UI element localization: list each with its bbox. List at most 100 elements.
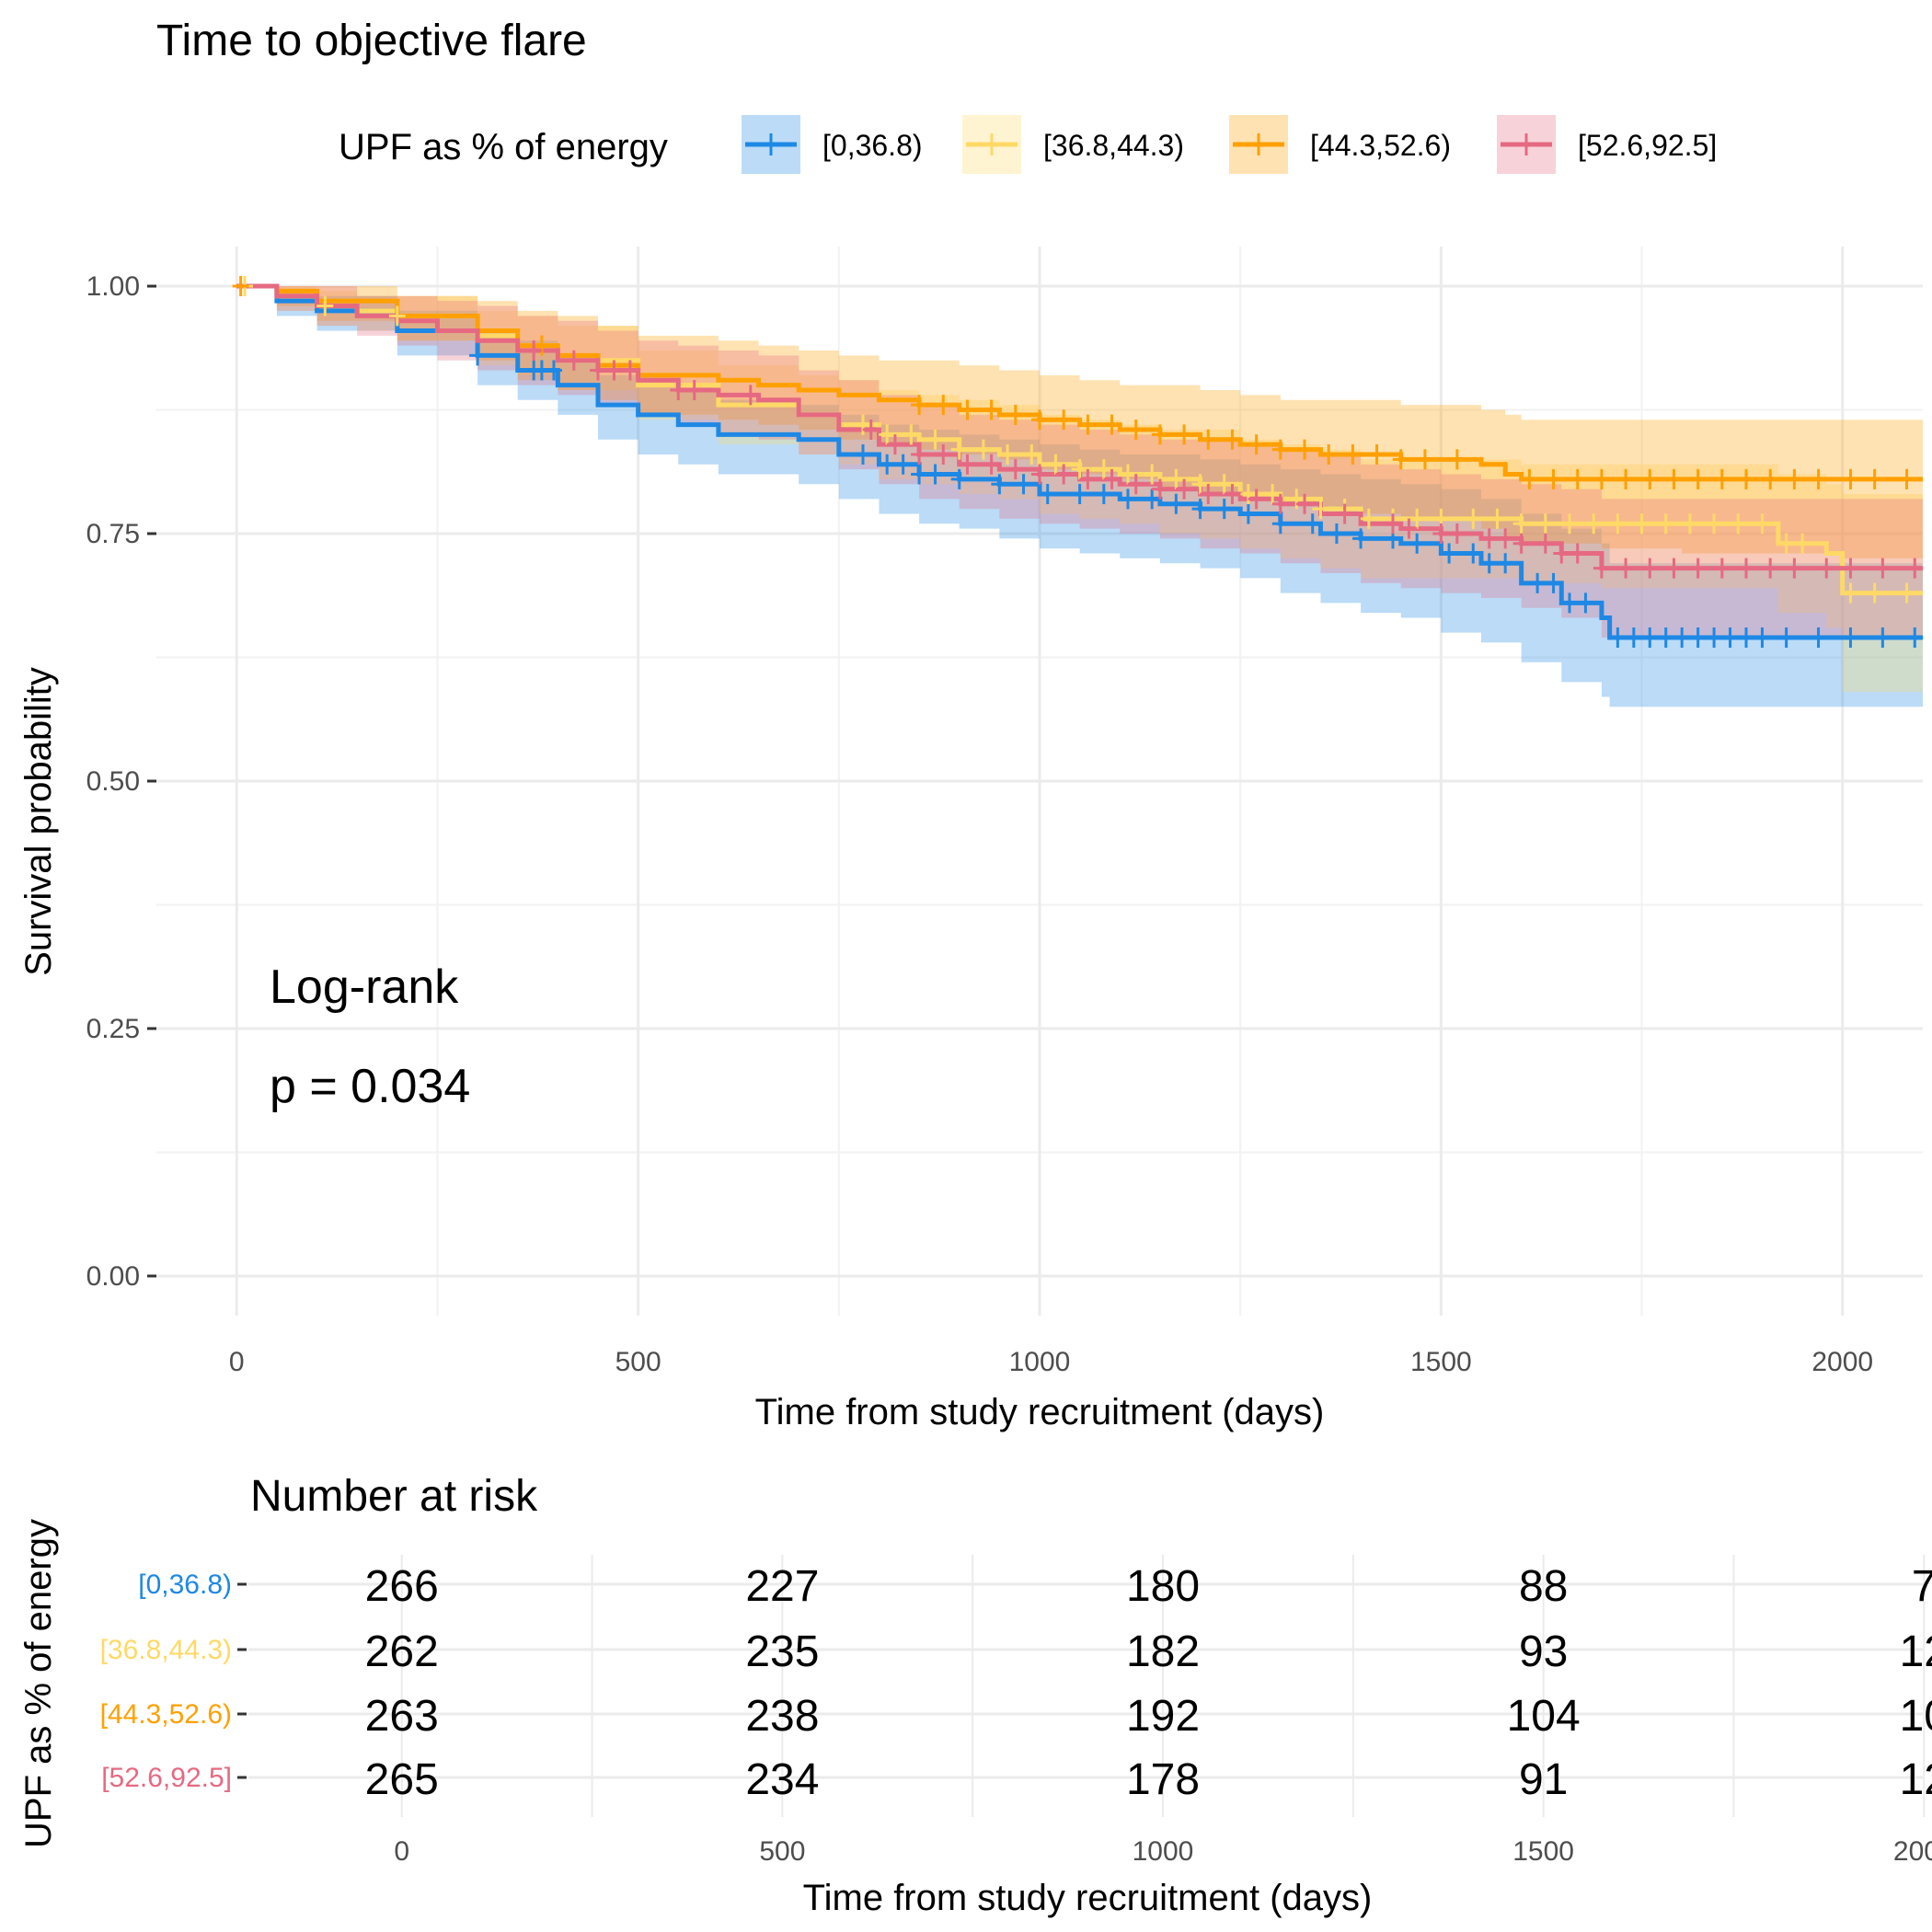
censor-mark-52-6-92-5	[1127, 474, 1144, 495]
censor-mark-0-36-8	[1497, 553, 1514, 574]
x-tick-label: 500	[615, 1347, 661, 1377]
censor-mark-36-8-44-3	[1409, 508, 1426, 529]
censor-mark-0-36-8	[1441, 543, 1458, 564]
censor-mark-52-6-92-5	[685, 380, 703, 401]
censor-mark-0-36-8	[1673, 627, 1691, 648]
censor-mark-44-3-52-6	[1738, 468, 1754, 489]
censor-mark-36-8-44-3	[926, 429, 944, 450]
censor-mark-44-3-52-6	[1344, 443, 1362, 465]
censor-mark-52-6-92-5	[1176, 478, 1193, 500]
risk-value-52-6-92-5-t1500: 91	[1519, 1755, 1568, 1804]
censor-mark-44-3-52-6	[1224, 429, 1241, 450]
risk-value-44-3-52-6-t500: 238	[745, 1692, 819, 1741]
censor-mark-52-6-92-5	[911, 443, 928, 465]
risk-x-tick-label: 1000	[1133, 1836, 1194, 1867]
censor-mark-52-6-92-5	[1641, 558, 1659, 579]
censor-mark-52-6-92-5	[1151, 478, 1168, 500]
censor-mark-44-3-52-6	[1569, 468, 1586, 489]
censor-mark-52-6-92-5	[935, 443, 952, 465]
censor-mark-52-6-92-5	[1079, 468, 1097, 489]
censor-mark-0-36-8	[1738, 627, 1754, 648]
censor-mark-44-3-52-6	[1296, 439, 1313, 460]
censor-mark-44-3-52-6	[1392, 449, 1409, 470]
risk-value-36-8-44-3-t2000: 12	[1900, 1627, 1932, 1676]
censor-mark-44-3-52-6	[1786, 468, 1803, 489]
risk-value-52-6-92-5-t1000: 178	[1126, 1755, 1200, 1804]
censor-mark-36-8-44-3	[1609, 513, 1627, 535]
risk-value-44-3-52-6-t1500: 104	[1507, 1692, 1581, 1741]
censor-mark-36-8-44-3	[903, 424, 920, 445]
censor-mark-44-3-52-6	[1665, 468, 1683, 489]
censor-mark-44-3-52-6	[1079, 414, 1097, 435]
censor-mark-0-36-8	[1215, 499, 1233, 520]
censor-mark-52-6-92-5	[1553, 543, 1570, 564]
censor-mark-52-6-92-5	[742, 385, 759, 406]
risk-x-axis-title: Time from study recruitment (days)	[803, 1878, 1373, 1918]
censor-mark-44-3-52-6	[935, 395, 952, 416]
censor-mark-44-3-52-6	[232, 276, 249, 297]
censor-mark-0-36-8	[879, 454, 896, 475]
risk-value-0-36-8-t500: 227	[745, 1562, 819, 1611]
censor-mark-36-8-44-3	[1754, 513, 1771, 535]
censor-mark-36-8-44-3	[1842, 582, 1859, 604]
censor-mark-36-8-44-3	[1264, 483, 1282, 504]
censor-mark-36-8-44-3	[1120, 464, 1136, 485]
censor-mark-52-6-92-5	[1248, 489, 1265, 510]
censor-mark-52-6-92-5	[1874, 558, 1892, 579]
x-tick-label: 2000	[1811, 1347, 1873, 1377]
censor-mark-44-3-52-6	[1368, 443, 1386, 465]
censor-mark-0-36-8	[1144, 489, 1161, 510]
censor-mark-36-8-44-3	[1512, 513, 1530, 535]
censor-mark-44-3-52-6	[959, 399, 976, 420]
censor-mark-36-8-44-3	[388, 305, 406, 327]
censor-mark-36-8-44-3	[1561, 513, 1578, 535]
censor-mark-0-36-8	[1271, 513, 1289, 535]
censor-mark-0-36-8	[1095, 483, 1112, 504]
censor-mark-44-3-52-6	[1127, 420, 1144, 441]
censor-mark-36-8-44-3	[1239, 483, 1257, 504]
pvalue-label: p = 0.034	[270, 1060, 470, 1113]
censor-mark-0-36-8	[1777, 627, 1795, 648]
censor-mark-52-6-92-5	[1713, 558, 1731, 579]
censor-mark-36-8-44-3	[879, 424, 896, 445]
censor-mark-52-6-92-5	[1842, 558, 1859, 579]
censor-mark-44-3-52-6	[1448, 449, 1466, 470]
censor-mark-44-3-52-6	[1103, 414, 1121, 435]
censor-mark-52-6-92-5	[1480, 528, 1498, 549]
censor-mark-36-8-44-3	[1288, 489, 1305, 510]
censor-mark-52-6-92-5	[1400, 518, 1418, 539]
censor-mark-0-36-8	[469, 345, 487, 366]
censor-mark-52-6-92-5	[1512, 533, 1530, 554]
censor-mark-36-8-44-3	[1312, 499, 1329, 520]
censor-mark-52-6-92-5	[605, 360, 623, 381]
censor-mark-0-36-8	[1810, 627, 1827, 648]
censor-mark-0-36-8	[1239, 503, 1257, 524]
risk-value-52-6-92-5-t0: 265	[365, 1755, 439, 1804]
risk-y-axis-title: UPF as % of energy	[18, 1519, 59, 1848]
censor-mark-36-8-44-3	[1095, 459, 1112, 480]
censor-mark-0-36-8	[1625, 627, 1642, 648]
censor-mark-44-3-52-6	[1055, 409, 1073, 431]
censor-mark-44-3-52-6	[1842, 468, 1859, 489]
risk-stratum-label-36-8-44-3: [36.8,44.3)	[100, 1635, 232, 1665]
censor-mark-52-6-92-5	[1296, 493, 1313, 514]
censor-mark-52-6-92-5	[1593, 558, 1610, 579]
censor-mark-36-8-44-3	[1191, 474, 1209, 495]
censor-mark-52-6-92-5	[1738, 558, 1754, 579]
risk-value-36-8-44-3-t0: 262	[365, 1627, 439, 1676]
censor-mark-0-36-8	[1754, 627, 1771, 648]
censor-mark-0-36-8	[855, 443, 871, 465]
censor-mark-36-8-44-3	[1215, 474, 1233, 495]
censor-mark-44-3-52-6	[1898, 468, 1915, 489]
censor-mark-44-3-52-6	[1545, 468, 1562, 489]
censor-mark-0-36-8	[1465, 543, 1482, 564]
censor-mark-44-3-52-6	[1810, 468, 1827, 489]
logrank-label: Log-rank	[270, 960, 459, 1014]
censor-mark-52-6-92-5	[959, 454, 976, 475]
censor-mark-52-6-92-5	[1031, 464, 1048, 485]
censor-mark-36-8-44-3	[974, 439, 992, 460]
risk-value-36-8-44-3-t1000: 182	[1126, 1627, 1200, 1676]
censor-mark-0-36-8	[894, 454, 912, 475]
censor-mark-52-6-92-5	[1569, 543, 1586, 564]
censor-mark-52-6-92-5	[1762, 558, 1779, 579]
